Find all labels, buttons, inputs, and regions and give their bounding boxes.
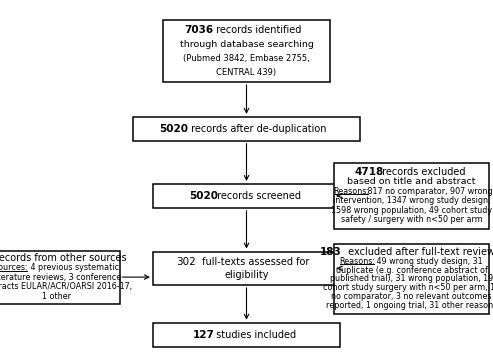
- Text: 4 previous systematic: 4 previous systematic: [28, 263, 119, 272]
- Text: reported, 1 ongoing trial, 31 other reasons: reported, 1 ongoing trial, 31 other reas…: [326, 301, 493, 310]
- Text: 49 wrong study design, 31: 49 wrong study design, 31: [374, 257, 483, 266]
- Text: eligibility: eligibility: [224, 270, 269, 280]
- Text: 1598 wrong population, 49 cohort study: 1598 wrong population, 49 cohort study: [331, 206, 492, 215]
- Text: no comparator, 3 no relevant outcomes: no comparator, 3 no relevant outcomes: [331, 292, 492, 301]
- Bar: [133, 117, 360, 141]
- Text: records from other sources: records from other sources: [0, 253, 127, 263]
- Text: intervention, 1347 wrong study design,: intervention, 1347 wrong study design,: [333, 196, 491, 205]
- Text: 1 other: 1 other: [42, 292, 71, 301]
- Bar: [334, 163, 489, 229]
- Text: Reasons:: Reasons:: [333, 187, 369, 196]
- Bar: [153, 184, 340, 208]
- Text: 817 no comparator, 907 wrong: 817 no comparator, 907 wrong: [365, 187, 492, 196]
- Text: studies included: studies included: [213, 330, 296, 340]
- Text: records after de-duplication: records after de-duplication: [188, 124, 326, 134]
- Bar: [153, 251, 340, 285]
- Text: literature reviews, 3 conference: literature reviews, 3 conference: [0, 273, 121, 282]
- Text: cohort study surgery with n<50 per arm, 18: cohort study surgery with n<50 per arm, …: [323, 283, 493, 292]
- Text: full-texts assessed for: full-texts assessed for: [200, 257, 310, 267]
- Text: 5020: 5020: [159, 124, 188, 134]
- Text: 127: 127: [193, 330, 214, 340]
- Text: Reasons:: Reasons:: [339, 257, 375, 266]
- Bar: [334, 244, 489, 314]
- Bar: [0, 251, 120, 304]
- Text: 7036: 7036: [184, 25, 213, 35]
- Text: CENTRAL 439): CENTRAL 439): [216, 68, 277, 77]
- Text: excluded after full-text review: excluded after full-text review: [345, 247, 493, 257]
- Text: 302: 302: [176, 257, 196, 267]
- Text: abstracts EULAR/ACR/OARSI 2016-17,: abstracts EULAR/ACR/OARSI 2016-17,: [0, 282, 132, 291]
- Text: records identified: records identified: [213, 25, 302, 35]
- Text: based on title and abstract: based on title and abstract: [348, 177, 476, 186]
- Text: records screened: records screened: [214, 191, 301, 201]
- Text: (Pubmed 3842, Embase 2755,: (Pubmed 3842, Embase 2755,: [183, 54, 310, 63]
- Text: Sources:: Sources:: [0, 263, 28, 272]
- Text: 4718: 4718: [354, 167, 384, 177]
- Text: through database searching: through database searching: [179, 40, 314, 49]
- Bar: [163, 20, 330, 82]
- Text: published trial), 31 wrong population, 19: published trial), 31 wrong population, 1…: [330, 274, 493, 283]
- Text: 183: 183: [320, 247, 342, 257]
- Bar: [153, 323, 340, 347]
- Text: records excluded: records excluded: [379, 167, 466, 177]
- Text: duplicate (e.g. conference abstract of: duplicate (e.g. conference abstract of: [336, 265, 488, 275]
- Text: 5020: 5020: [189, 191, 218, 201]
- Text: safety / surgery with n<50 per arm: safety / surgery with n<50 per arm: [341, 215, 483, 224]
